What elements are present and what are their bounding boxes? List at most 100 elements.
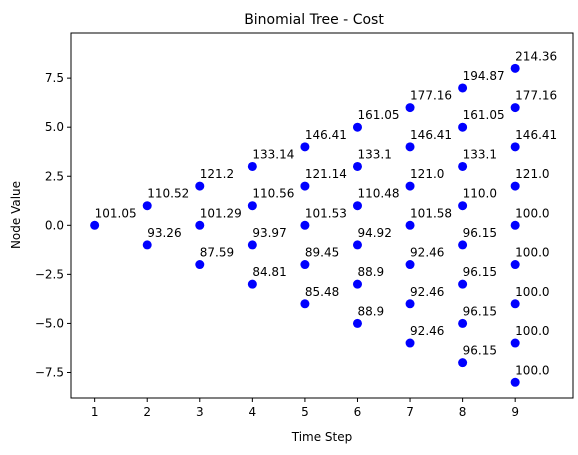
data-point — [405, 299, 415, 309]
x-tick-label: 6 — [354, 405, 362, 419]
data-point-label: 84.81 — [252, 265, 286, 279]
data-point — [247, 240, 257, 250]
data-point-label: 133.1 — [357, 147, 391, 161]
data-point — [405, 103, 415, 113]
data-point — [300, 181, 310, 191]
data-point — [510, 103, 520, 113]
data-point — [195, 181, 205, 191]
data-point — [247, 201, 257, 211]
data-point-label: 100.0 — [515, 246, 549, 260]
data-point-label: 121.2 — [200, 167, 234, 181]
data-point-label: 121.14 — [305, 167, 347, 181]
data-point-label: 94.92 — [357, 226, 391, 240]
data-point-label: 121.0 — [515, 167, 549, 181]
y-tick-label: 2.5 — [45, 169, 64, 183]
x-tick-label: 9 — [511, 405, 519, 419]
data-point-label: 177.16 — [515, 89, 557, 103]
data-point — [458, 240, 468, 250]
data-point — [90, 220, 100, 230]
data-point-label: 88.9 — [357, 304, 384, 318]
data-point — [458, 161, 468, 171]
data-point-label: 133.14 — [252, 147, 294, 161]
data-point — [510, 299, 520, 309]
data-point-label: 93.26 — [147, 226, 181, 240]
data-point — [405, 260, 415, 270]
data-point — [458, 201, 468, 211]
data-point — [300, 142, 310, 152]
data-point — [352, 318, 362, 328]
data-point — [300, 220, 310, 230]
data-point-label: 100.0 — [515, 206, 549, 220]
data-point-label: 133.1 — [463, 147, 497, 161]
data-point-label: 89.45 — [305, 246, 339, 260]
y-tick-label: −2.5 — [35, 267, 64, 281]
data-point-label: 101.29 — [200, 206, 242, 220]
y-axis-label: Node Value — [9, 181, 23, 249]
x-tick-label: 5 — [301, 405, 309, 419]
data-point — [352, 201, 362, 211]
data-point — [458, 318, 468, 328]
y-tick-label: 5.0 — [45, 120, 64, 134]
x-tick-label: 8 — [459, 405, 467, 419]
data-point — [510, 220, 520, 230]
data-point — [247, 161, 257, 171]
data-point-label: 101.53 — [305, 206, 347, 220]
data-point-label: 194.87 — [463, 69, 505, 83]
data-point-label: 88.9 — [357, 265, 384, 279]
data-point — [458, 122, 468, 132]
data-point-label: 92.46 — [410, 285, 444, 299]
data-point-label: 87.59 — [200, 246, 234, 260]
data-point-label: 96.15 — [463, 265, 497, 279]
data-point-label: 161.05 — [357, 108, 399, 122]
data-point — [458, 279, 468, 289]
data-point-label: 96.15 — [463, 226, 497, 240]
data-point — [510, 338, 520, 348]
data-point-label: 92.46 — [410, 246, 444, 260]
data-point — [195, 220, 205, 230]
data-point — [510, 63, 520, 73]
plot-frame — [70, 32, 574, 399]
x-tick-label: 3 — [196, 405, 204, 419]
plot-area: 101.05 110.52 93.26 121.2 101.29 87.59 133.14 1… — [90, 49, 557, 387]
y-tick-label: −5.0 — [35, 316, 64, 330]
data-point — [247, 279, 257, 289]
data-point — [405, 142, 415, 152]
data-point-label: 100.0 — [515, 285, 549, 299]
data-point-label: 110.56 — [252, 187, 294, 201]
x-tick-label: 2 — [143, 405, 151, 419]
x-tick-label: 7 — [406, 405, 414, 419]
data-point — [195, 260, 205, 270]
data-point — [300, 260, 310, 270]
y-tick-label: −7.5 — [35, 365, 64, 379]
data-point-label: 110.0 — [463, 187, 497, 201]
data-point-label: 110.52 — [147, 187, 189, 201]
data-point — [405, 181, 415, 191]
data-point-label: 85.48 — [305, 285, 339, 299]
data-point — [352, 279, 362, 289]
data-point — [405, 220, 415, 230]
data-point — [458, 83, 468, 93]
data-point — [300, 299, 310, 309]
chart-title: Binomial Tree - Cost — [244, 12, 384, 28]
data-point — [352, 240, 362, 250]
data-point-label: 121.0 — [410, 167, 444, 181]
data-point-label: 96.15 — [463, 344, 497, 358]
x-axis-label: Time Step — [291, 430, 353, 444]
data-point-label: 101.05 — [95, 206, 137, 220]
data-point-label: 177.16 — [410, 89, 452, 103]
data-point — [142, 201, 152, 211]
data-point — [510, 181, 520, 191]
y-tick-label: 0.0 — [45, 218, 64, 232]
data-point-label: 146.41 — [515, 128, 557, 142]
data-point — [352, 161, 362, 171]
data-point-label: 100.0 — [515, 363, 549, 377]
data-point-label: 92.46 — [410, 324, 444, 338]
data-point — [405, 338, 415, 348]
data-point-label: 100.0 — [515, 324, 549, 338]
data-point — [510, 142, 520, 152]
y-tick-label: 7.5 — [45, 71, 64, 85]
data-point — [352, 122, 362, 132]
data-point-label: 161.05 — [463, 108, 505, 122]
data-point-label: 146.41 — [305, 128, 347, 142]
data-point — [510, 377, 520, 387]
